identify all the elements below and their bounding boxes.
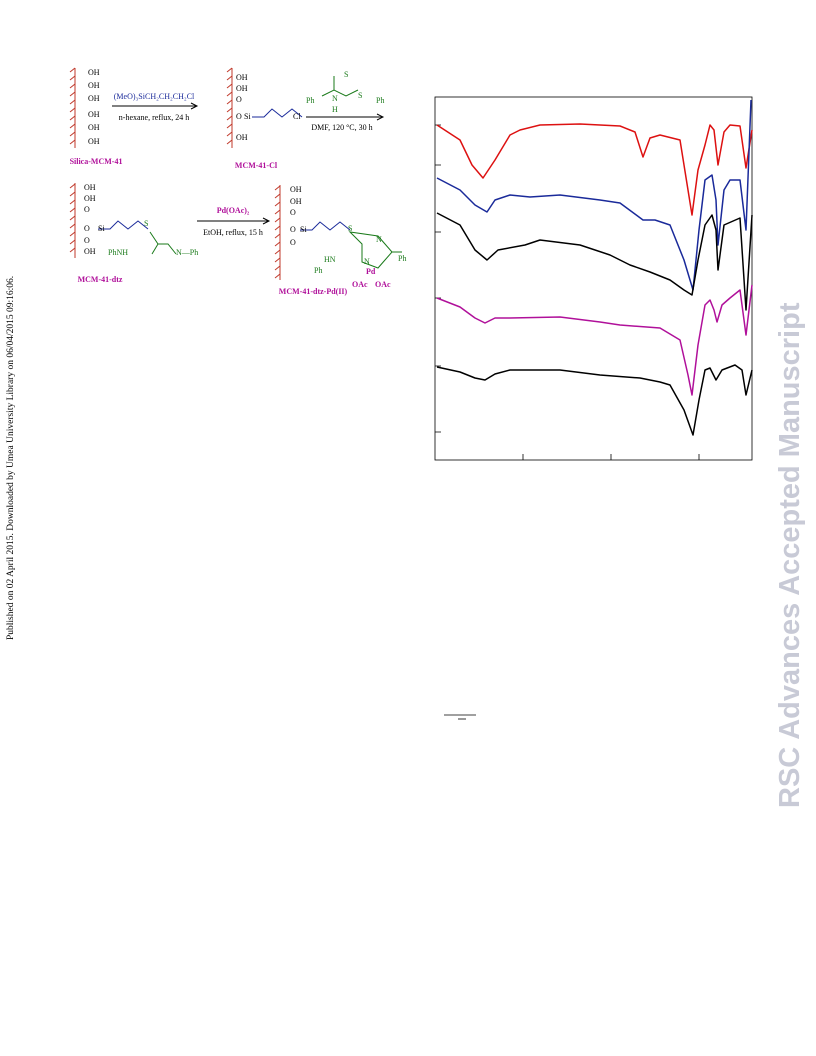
- atom: N—Ph: [176, 248, 198, 257]
- compound-label: Silica-MCM-41: [70, 157, 123, 166]
- surface-group: OH: [88, 94, 100, 103]
- reagent-atom: H: [332, 105, 338, 114]
- surface-group: OH: [84, 247, 96, 256]
- compound-label: MCM-41-dtz-Pd(II): [279, 287, 348, 296]
- surface-group: OH: [236, 133, 248, 142]
- surfaces: [69, 67, 281, 280]
- atom: Si: [244, 112, 251, 121]
- reagent-atom: Ph: [306, 96, 314, 105]
- atom: PhNH: [108, 248, 128, 257]
- atom: N: [364, 257, 370, 266]
- conditions: DMF, 120 °C, 30 h: [311, 123, 372, 132]
- atom: Pd: [366, 267, 376, 276]
- surface-group: OH: [88, 123, 100, 132]
- surface-group: OH: [88, 137, 100, 146]
- compound-label: MCM-41-Cl: [235, 161, 278, 170]
- atom: HN: [324, 255, 336, 264]
- arrows: [112, 102, 385, 225]
- spectra: [436, 99, 753, 436]
- surface-group: OH: [84, 194, 96, 203]
- ligands: [149, 76, 402, 269]
- atom: S: [144, 219, 148, 228]
- atom: O: [290, 208, 296, 217]
- surface-group: OH: [290, 185, 302, 194]
- reagent: (MeO)₃SiCH₂CH₂CH₂Cl: [114, 92, 195, 101]
- atom: Ph: [398, 254, 406, 263]
- linkers: [98, 108, 351, 231]
- reagent-atom: S: [344, 70, 348, 79]
- surface-group: OH: [236, 84, 248, 93]
- atom: O: [84, 205, 90, 214]
- atom: OAc: [352, 280, 368, 289]
- surface-group: OH: [84, 183, 96, 192]
- surface-group: OH: [236, 73, 248, 82]
- atom: O: [84, 224, 90, 233]
- atom: Cl: [293, 112, 301, 121]
- atom: OAc: [375, 280, 391, 289]
- atom: N: [376, 235, 382, 244]
- atom: Si: [98, 224, 105, 233]
- atom: O: [290, 225, 296, 234]
- conditions: EtOH, reflux, 15 h: [203, 228, 263, 237]
- compound-label: MCM-41-dtz: [78, 275, 123, 284]
- atom: S: [348, 224, 352, 233]
- atom: Ph: [314, 266, 322, 275]
- atom: O: [236, 95, 242, 104]
- surface-group: OH: [88, 110, 100, 119]
- reagent: Pd(OAc)₂: [217, 206, 250, 215]
- atom: O: [84, 236, 90, 245]
- atom: O: [290, 238, 296, 247]
- surface-group: OH: [290, 197, 302, 206]
- surface-group: OH: [88, 81, 100, 90]
- atom: Si: [300, 225, 307, 234]
- reagent-atom: S: [358, 91, 362, 100]
- conditions: n-hexane, reflux, 24 h: [119, 113, 189, 122]
- surface-group: OH: [88, 68, 100, 77]
- reagent-atom: N: [332, 94, 338, 103]
- reagent-atom: Ph: [376, 96, 384, 105]
- atom: O: [236, 112, 242, 121]
